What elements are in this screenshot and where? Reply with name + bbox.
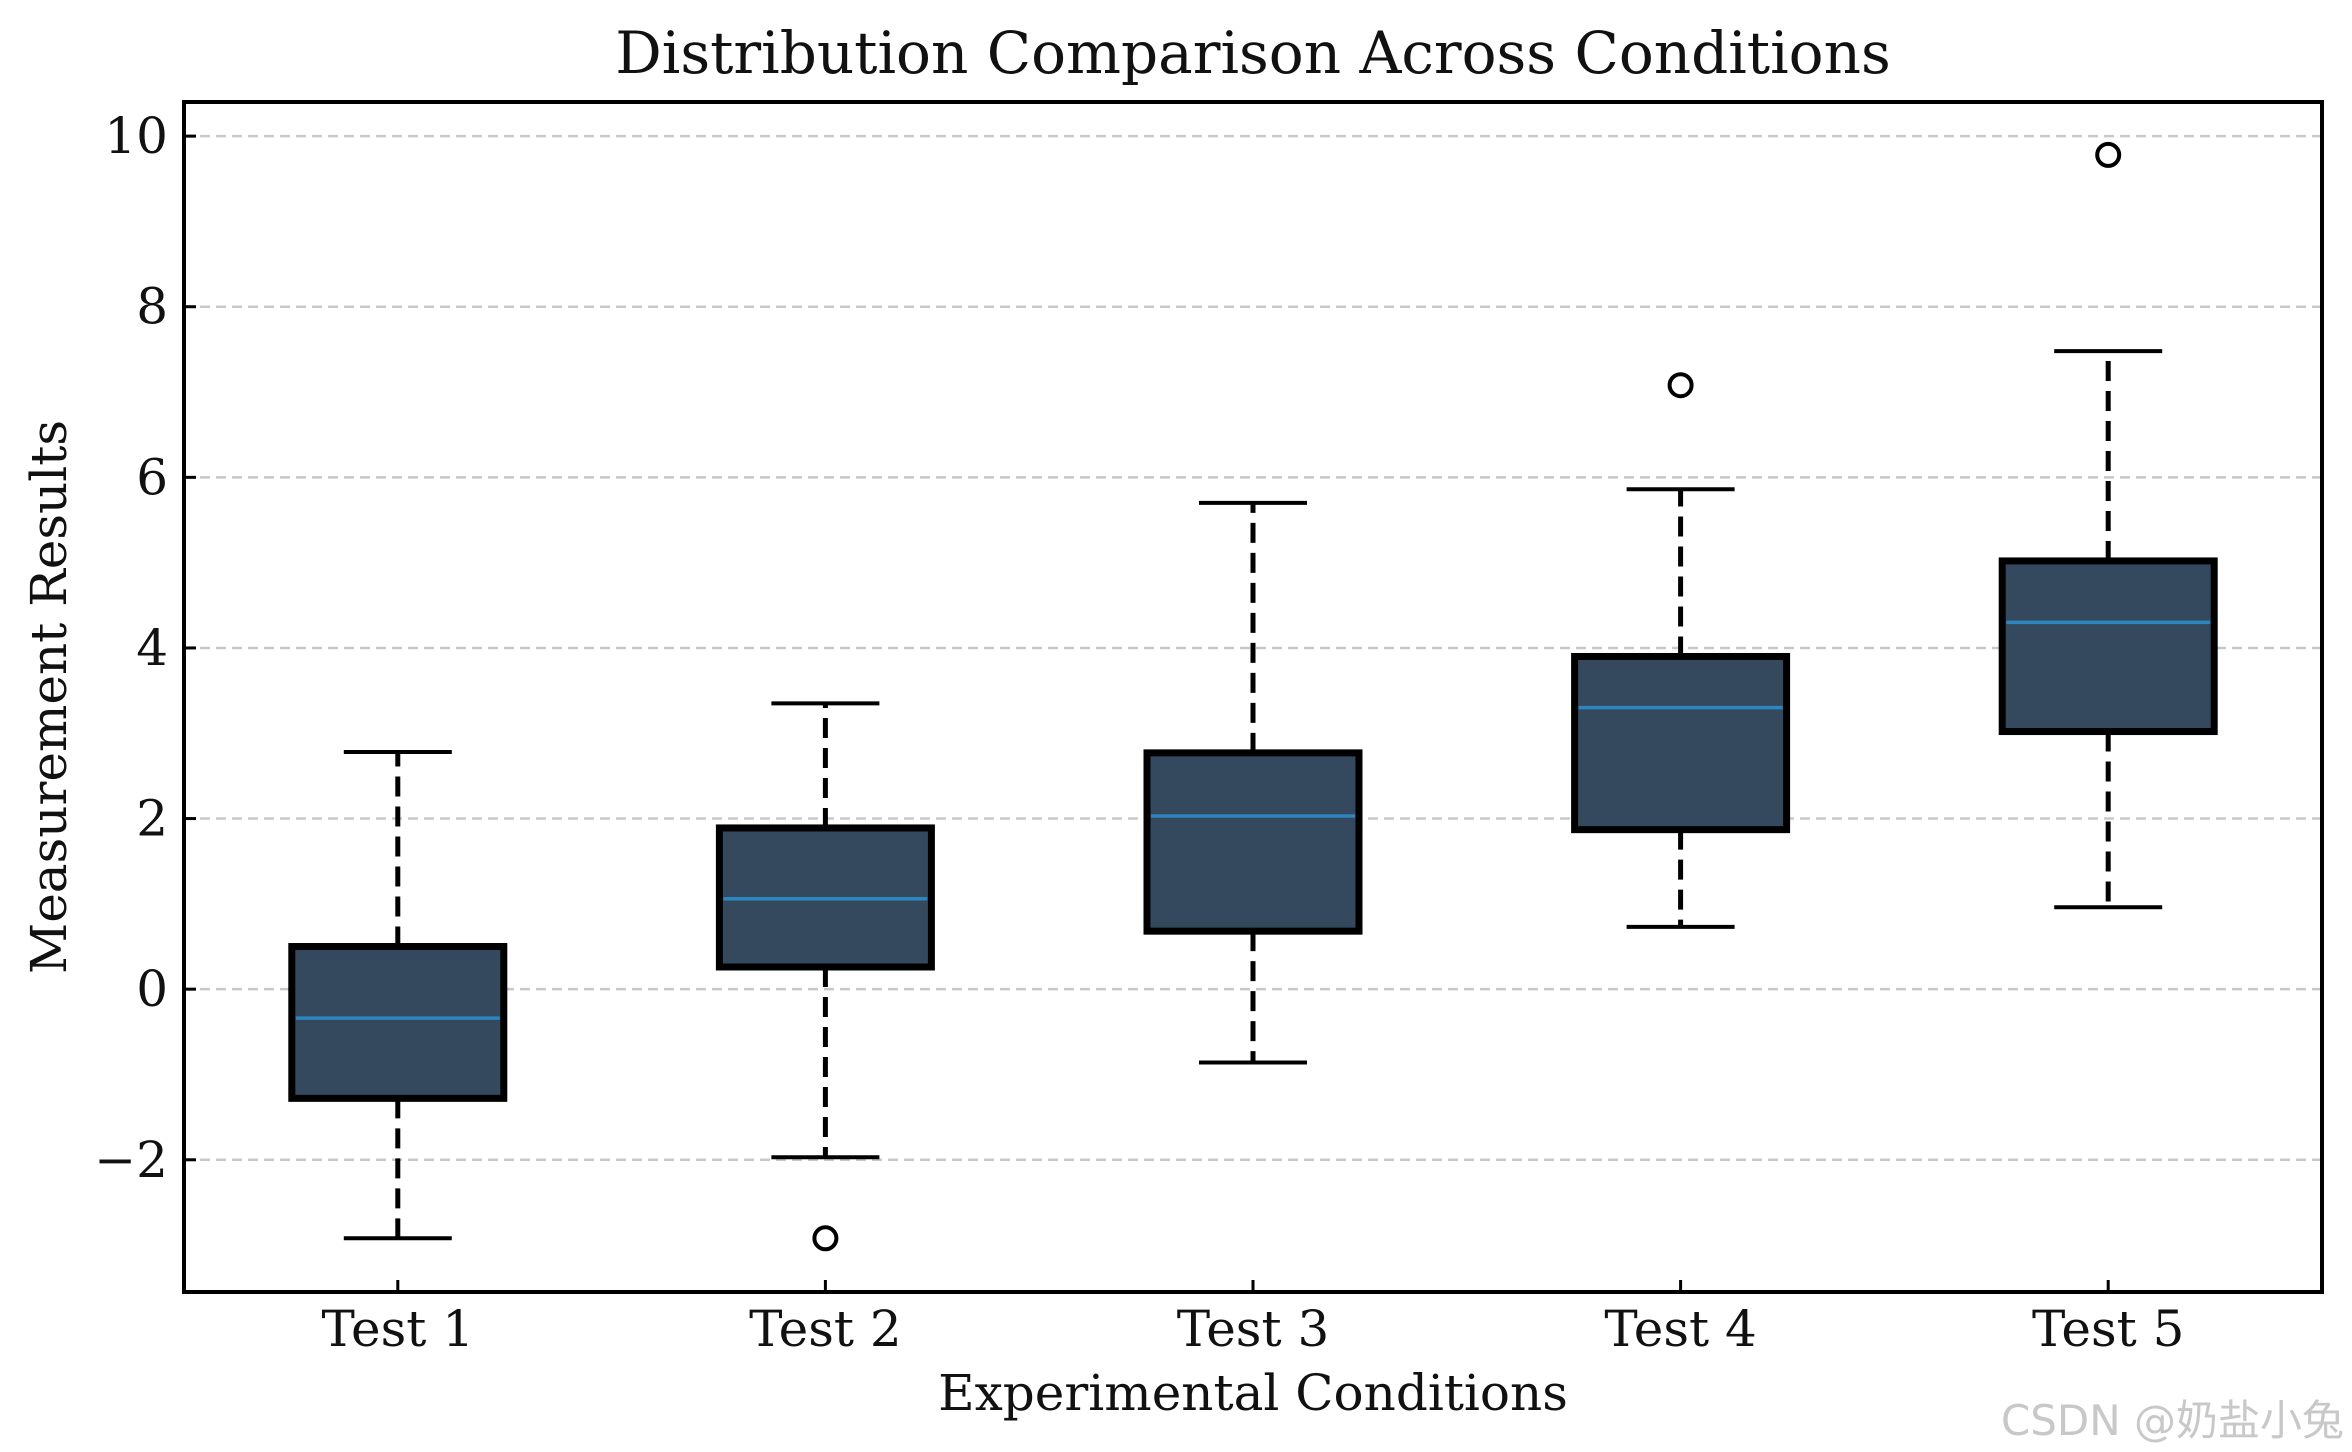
y-tick-label: 6 <box>136 448 168 506</box>
box-iqr <box>1571 652 1791 834</box>
x-tick-label: Test 1 <box>322 1300 475 1358</box>
box-group <box>1998 141 2218 910</box>
box-iqr <box>1143 749 1363 935</box>
box-iqr <box>1998 557 2218 736</box>
y-tick-label: 8 <box>136 278 168 336</box>
y-axis-label: Measurement Results <box>20 420 78 974</box>
y-tick-label: 2 <box>136 790 168 848</box>
box-group <box>288 750 508 1241</box>
ticks: −2 0 2 4 6 8 10 Test 1 Test 2 Test 3 Test 4 Test 5 <box>94 107 2184 1358</box>
outlier-point <box>2095 141 2122 168</box>
y-tick-label: 0 <box>136 960 168 1018</box>
chart-title: Distribution Comparison Across Condition… <box>615 19 1890 87</box>
x-tick-label: Test 3 <box>1177 1300 1330 1358</box>
y-tick-label: −2 <box>94 1131 168 1189</box>
box-group <box>1571 372 1791 929</box>
outlier-point <box>1667 372 1694 399</box>
x-tick-label: Test 4 <box>1604 1300 1757 1358</box>
y-tick-label: 4 <box>136 619 168 677</box>
boxes <box>288 141 2218 1252</box>
box-group <box>715 701 935 1252</box>
outlier-point <box>812 1225 839 1252</box>
x-tick-label: Test 2 <box>749 1300 902 1358</box>
box-iqr <box>288 943 508 1102</box>
x-tick-label: Test 5 <box>2032 1300 2185 1358</box>
grid-lines <box>184 134 2322 1162</box>
watermark-text: CSDN @奶盐小兔 <box>2000 1396 2344 1445</box>
y-tick-label: 10 <box>104 107 168 165</box>
x-axis-label: Experimental Conditions <box>938 1364 1568 1422</box>
box-group <box>1143 500 1363 1065</box>
